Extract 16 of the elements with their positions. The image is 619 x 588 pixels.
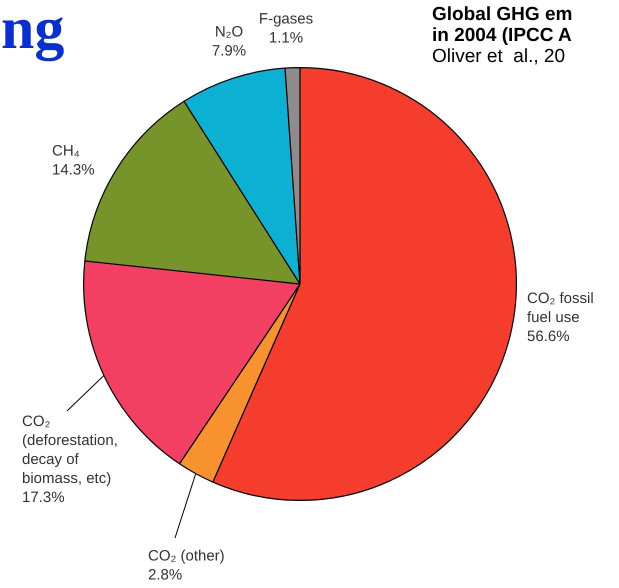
text: Global GHG em (432, 4, 572, 25)
data-label: 1.1% (268, 30, 304, 47)
data-label: 2.8% (148, 566, 182, 584)
chart-title: ng (1, 0, 64, 61)
slice-label: N₂O (214, 24, 244, 41)
data-label: 56.6% (527, 328, 570, 346)
slice-label: CO₂ fossil fuel use (527, 290, 594, 326)
data-label: 17.3% (22, 489, 65, 506)
text: in 2004 (IPCC A (432, 25, 572, 46)
slice-label: CO₂ (deforestation, decay of biomass, etc) (22, 413, 118, 488)
text: Oliver et al., 20 (432, 46, 566, 67)
slice-label: F-gases (258, 10, 314, 28)
data-label: 14.3% (52, 162, 95, 179)
slice-label: CH₄ (52, 142, 80, 160)
data-label: 7.9% (212, 42, 246, 60)
slice-label: CO₂ (other) (148, 548, 225, 565)
